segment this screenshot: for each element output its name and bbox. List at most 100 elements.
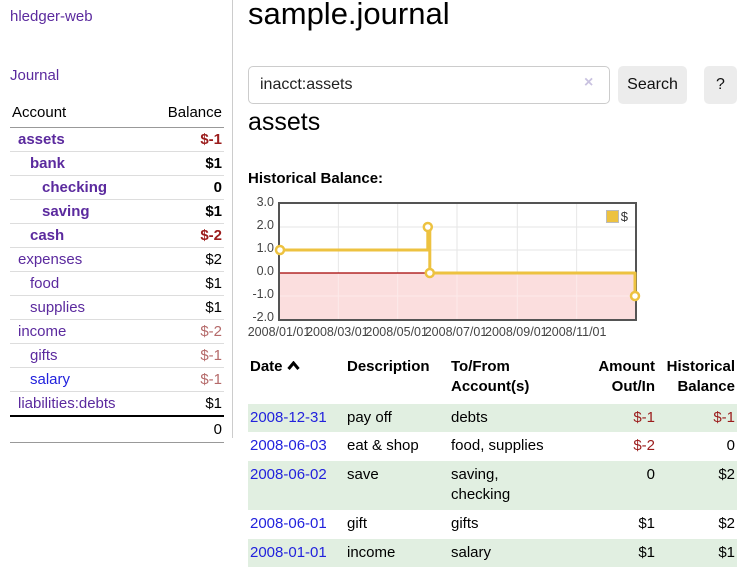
y-axis-tick-label: 1.0 — [256, 241, 274, 255]
account-link[interactable]: saving — [42, 203, 90, 220]
accounts-total-value: 0 — [147, 415, 224, 443]
account-row: assets $-1 — [10, 127, 224, 152]
y-axis-tick-label: -2.0 — [252, 310, 274, 324]
accounts-header-row: Account Balance — [10, 100, 224, 128]
clear-search-icon[interactable]: × — [584, 74, 594, 91]
register-accounts-cell: saving, checking — [451, 466, 511, 503]
register-accounts-cell: debts — [451, 408, 488, 426]
account-name-cell: saving — [10, 199, 148, 224]
y-axis-tick-label: -1.0 — [252, 287, 274, 301]
chart-title: Historical Balance: — [248, 170, 384, 187]
chart-canvas — [274, 204, 641, 319]
account-balance: $-1 — [147, 127, 224, 152]
register-row: 2008-06-02 save saving, checking 0 $2 — [248, 461, 737, 510]
register-header-amount: Amount Out/In — [598, 358, 655, 395]
register-balance-cell: 0 — [726, 437, 735, 455]
account-row: liabilities:debts $1 — [10, 391, 224, 417]
account-name-cell: salary — [10, 367, 148, 392]
transaction-date-link[interactable]: 2008-06-03 — [250, 437, 327, 455]
register-row: 2008-12-31 pay off debts $-1 $-1 — [248, 403, 737, 433]
account-balance: $1 — [147, 271, 224, 296]
account-name-cell: supplies — [10, 295, 148, 320]
account-balance: $-2 — [147, 319, 224, 344]
register-row: 2008-06-01 gift gifts $1 $2 — [248, 510, 737, 539]
account-heading: assets — [248, 108, 321, 136]
historical-balance-chart[interactable]: $ 3.0 2.0 1.0 0.0 -1.0 -2.0 2008/01/01 2008/03/… — [248, 195, 668, 346]
account-row: food $1 — [10, 271, 224, 296]
register-description-cell: income — [347, 543, 396, 561]
register-amount-cell: 0 — [646, 466, 655, 484]
account-link[interactable]: bank — [30, 155, 66, 172]
account-link[interactable]: liabilities:debts — [18, 395, 116, 412]
register-balance-cell: $1 — [718, 543, 735, 561]
account-link[interactable]: food — [30, 275, 60, 292]
account-row: salary $-1 — [10, 367, 224, 392]
register-header-date[interactable]: Date — [248, 354, 345, 404]
sidebar-item-journal[interactable]: Journal — [10, 67, 60, 84]
account-link[interactable]: gifts — [30, 347, 58, 364]
register-row: 2008-01-01 income salary $1 $1 — [248, 538, 737, 568]
account-row: gifts $-1 — [10, 343, 224, 368]
main-content: sample.journal × Search ? assets Histori… — [248, 0, 737, 582]
account-row: saving $1 — [10, 199, 224, 224]
y-axis-tick-label: 3.0 — [256, 195, 274, 209]
register-description-cell: eat & shop — [347, 437, 419, 455]
account-name-cell: food — [10, 271, 148, 296]
chart-plot-area[interactable]: $ — [274, 202, 641, 321]
account-link[interactable]: supplies — [30, 299, 86, 316]
account-link[interactable]: expenses — [18, 251, 83, 268]
register-header-row: Date Description To/From Account(s) Amou… — [248, 354, 737, 404]
accounts-header-balance: Balance — [147, 100, 224, 128]
register-date-cell: 2008-12-31 — [248, 404, 345, 433]
account-name-cell: cash — [10, 223, 148, 248]
register-header-description: Description — [347, 358, 430, 375]
account-row: checking 0 — [10, 175, 224, 200]
register-header-accounts: To/From Account(s) — [451, 358, 530, 395]
register-amount-cell: $-1 — [633, 408, 655, 426]
account-link[interactable]: assets — [18, 131, 65, 148]
account-name-cell: income — [10, 319, 148, 344]
register-balance-cell: $2 — [718, 466, 735, 484]
register-amount-cell: $1 — [638, 514, 655, 532]
app-brand-link[interactable]: hledger-web — [10, 8, 93, 25]
account-balance: $-2 — [147, 223, 224, 248]
help-button[interactable]: ? — [704, 66, 737, 104]
account-link[interactable]: salary — [30, 371, 71, 388]
search-input[interactable] — [248, 66, 610, 104]
search-button[interactable]: Search — [618, 66, 687, 104]
chart-legend: $ — [603, 208, 630, 225]
account-balance: 0 — [147, 175, 224, 200]
register-accounts-cell: gifts — [451, 514, 479, 532]
legend-label: $ — [620, 209, 628, 224]
transaction-date-link[interactable]: 2008-01-01 — [250, 543, 327, 561]
register-body: 2008-12-31 pay off debts $-1 $-1 2008-06-03 ea… — [248, 403, 737, 568]
page-title: sample.journal — [248, 0, 450, 31]
account-link[interactable]: checking — [42, 179, 108, 196]
account-balance: $1 — [147, 199, 224, 224]
account-link[interactable]: income — [18, 323, 67, 340]
transaction-date-link[interactable]: 2008-06-02 — [250, 466, 327, 484]
register-amount-cell: $1 — [638, 543, 655, 561]
register-amount-cell: $-2 — [633, 437, 655, 455]
register-row: 2008-06-03 eat & shop food, supplies $-2 0 — [248, 432, 737, 461]
x-axis-tick-label: 2008/09/01 — [485, 325, 548, 339]
register-header-balance: Historical Balance — [666, 358, 735, 395]
register-date-cell: 2008-06-01 — [248, 510, 345, 539]
x-axis-tick-label: 2008/01/01 — [247, 325, 311, 339]
account-row: expenses $2 — [10, 247, 224, 272]
account-link[interactable]: cash — [30, 227, 65, 244]
x-axis-tick-label: 2008/07/01 — [424, 325, 488, 339]
account-balance: $1 — [147, 151, 224, 176]
sidebar: hledger-web Journal Account Balance asse… — [0, 0, 233, 443]
transaction-date-link[interactable]: 2008-12-31 — [250, 408, 327, 426]
accounts-total-row: 0 — [10, 415, 224, 443]
account-row: bank $1 — [10, 151, 224, 176]
account-name-cell: expenses — [10, 247, 148, 272]
account-balance: $1 — [147, 391, 224, 417]
register-description-cell: save — [347, 466, 379, 484]
account-name-cell: assets — [10, 127, 148, 152]
transaction-date-link[interactable]: 2008-06-01 — [250, 514, 327, 532]
register-date-cell: 2008-01-01 — [248, 539, 345, 568]
account-name-cell: gifts — [10, 343, 148, 368]
account-name-cell: checking — [10, 175, 148, 200]
